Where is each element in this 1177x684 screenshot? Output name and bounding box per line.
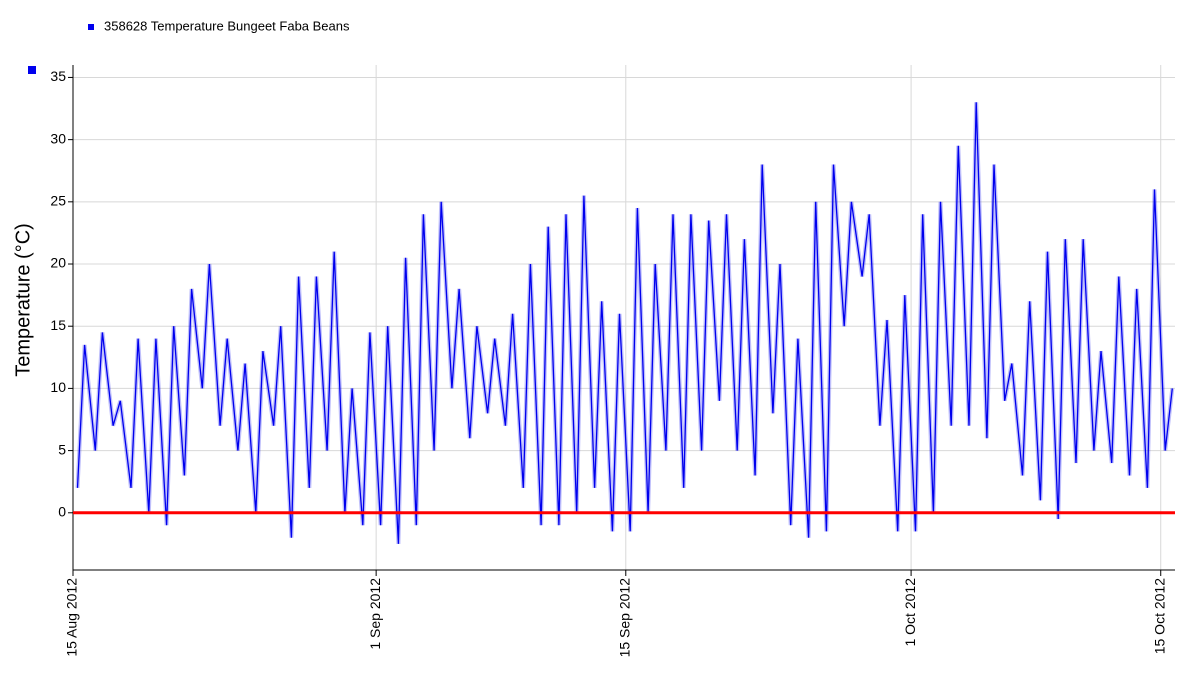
y-tick-label: 35 [50, 68, 66, 84]
y-tick-label: 15 [50, 317, 66, 333]
y-axis-label: Temperature (°C) [12, 223, 34, 377]
series-line [76, 102, 1173, 544]
x-tick-label: 15 Oct 2012 [1151, 578, 1167, 654]
legend-label: 358628 Temperature Bungeet Faba Beans [104, 18, 350, 33]
y-tick-label: 30 [50, 130, 66, 146]
x-tick-label: 15 Aug 2012 [64, 578, 80, 657]
y-tick-label: 5 [58, 441, 66, 457]
legend-swatch [88, 24, 94, 30]
y-tick-label: 25 [50, 193, 66, 209]
series-marker [28, 66, 36, 74]
series-halo [75, 102, 1175, 544]
x-tick-label: 15 Sep 2012 [616, 578, 632, 658]
x-tick-label: 1 Oct 2012 [902, 578, 918, 647]
x-tick-label: 1 Sep 2012 [367, 578, 383, 650]
y-tick-label: 0 [58, 503, 66, 519]
y-tick-label: 10 [50, 379, 66, 395]
y-tick-label: 20 [50, 255, 66, 271]
